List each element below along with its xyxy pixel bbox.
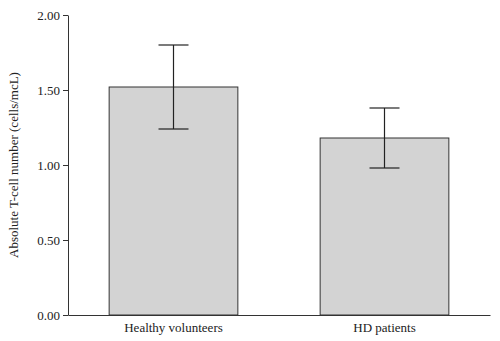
plot: 0.00 0.50 1.00 1.50 2.00 Healthy volunteers HD… — [37, 8, 490, 336]
error-cap — [159, 128, 189, 129]
x-tick: Healthy volunteers — [124, 320, 223, 335]
y-tick-label: 1.00 — [37, 158, 60, 173]
x-axis: Healthy volunteers HD patients — [69, 316, 491, 336]
y-tick: 1.50 — [37, 83, 68, 98]
error-stem — [384, 108, 385, 168]
error-bar — [370, 108, 400, 168]
y-tick: 0.00 — [37, 308, 68, 323]
x-tick-label: Healthy volunteers — [124, 320, 223, 335]
y-tick-label: 2.00 — [37, 8, 60, 23]
y-tick: 1.00 — [37, 158, 68, 173]
x-tick: HD patients — [353, 320, 415, 335]
y-tick-mark — [63, 165, 68, 166]
y-tick-mark — [63, 315, 68, 316]
y-tick-mark — [63, 15, 68, 16]
error-bar — [159, 45, 189, 129]
y-tick-label: 1.50 — [37, 83, 60, 98]
y-tick-label: 0.00 — [37, 308, 60, 323]
x-axis-line — [69, 315, 491, 316]
x-tick-label: HD patients — [353, 320, 415, 335]
y-tick-label: 0.50 — [37, 233, 60, 248]
error-cap — [370, 107, 400, 108]
y-tick: 0.50 — [37, 233, 68, 248]
y-axis-title: Absolute T-cell number (cells/mcL) — [6, 72, 21, 258]
y-tick: 2.00 — [37, 8, 68, 23]
y-axis-line — [68, 16, 69, 316]
error-cap — [159, 44, 189, 45]
y-axis: 0.00 0.50 1.00 1.50 2.00 — [37, 8, 68, 323]
error-cap — [370, 167, 400, 168]
y-tick-mark — [63, 90, 68, 91]
y-tick-mark — [63, 240, 68, 241]
error-stem — [173, 45, 174, 129]
chart: 0.00 0.50 1.00 1.50 2.00 Healthy volunteers HD… — [0, 0, 500, 341]
marks — [109, 45, 449, 315]
